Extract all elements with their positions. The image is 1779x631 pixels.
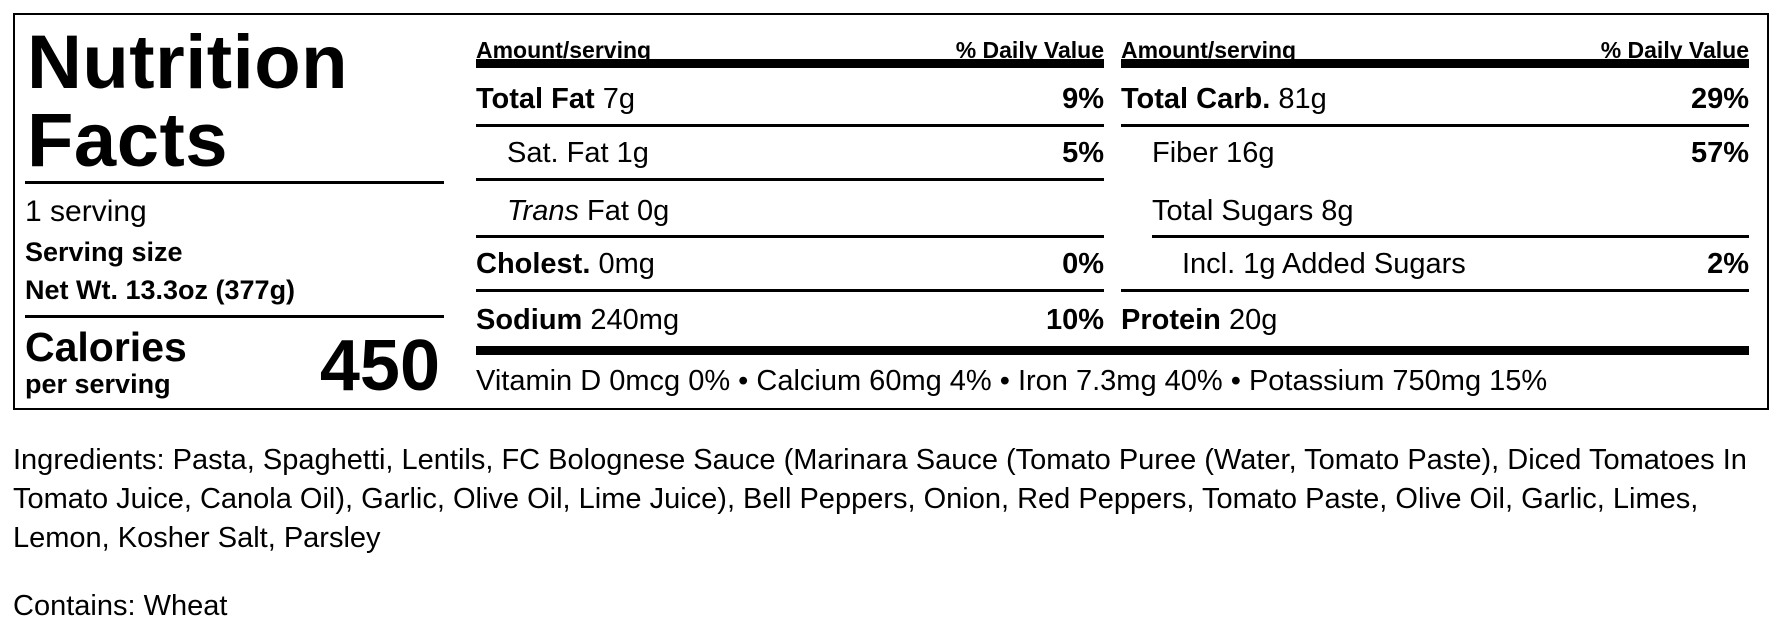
calories-value: 450 <box>319 326 440 406</box>
daily-value-header: % Daily Value <box>955 37 1104 63</box>
nutrient-name: Incl. 1g Added Sugars <box>1182 248 1466 280</box>
row-sat-fat: Sat. Fat 1g 5% <box>476 130 1104 170</box>
nutrient-name: Fiber <box>1152 137 1219 169</box>
row-total-sugars: Total Sugars 8g <box>1121 188 1749 228</box>
row-protein: Protein 20g <box>1121 297 1749 337</box>
title-line-1: Nutrition <box>27 20 349 105</box>
nutrient-amount: 7g <box>602 83 636 115</box>
nutrient-dv: 9% <box>1062 83 1104 115</box>
nutrient-amount: 0g <box>637 195 670 227</box>
nutrient-dv: 2% <box>1707 248 1749 280</box>
nutrition-facts-label: Nutrition Facts 1 serving Serving size N… <box>13 13 1769 410</box>
row-total-fat: Total Fat 7g 9% <box>476 76 1104 116</box>
nutrient-name: Total Carb. <box>1121 83 1271 115</box>
row-added-sugars: Incl. 1g Added Sugars 2% <box>1121 241 1749 281</box>
divider <box>476 124 1104 127</box>
row-cholesterol: Cholest. 0mg 0% <box>476 241 1104 281</box>
nutrient-amount: 0mg <box>598 248 655 280</box>
nutrient-name: Total Sugars <box>1152 195 1314 227</box>
servings-per-container: 1 serving <box>25 195 147 228</box>
nutrient-amount: 240mg <box>590 304 680 336</box>
nutrient-amount: 1g <box>616 137 649 169</box>
divider <box>1121 289 1749 292</box>
row-total-carb: Total Carb. 81g 29% <box>1121 76 1749 116</box>
divider <box>1121 124 1749 127</box>
calories-label: Calories <box>25 324 187 370</box>
row-fiber: Fiber 16g 57% <box>1121 130 1749 170</box>
nutrients-column-left: Amount/serving % Daily Value Total Fat 7… <box>476 15 1104 410</box>
divider <box>476 235 1104 238</box>
divider <box>476 289 1104 292</box>
nutrient-name: Cholest. <box>476 248 591 280</box>
nutrient-amount: 81g <box>1278 83 1327 115</box>
title-line-2: Facts <box>27 98 229 183</box>
nutrient-name: Sat. Fat <box>507 137 609 169</box>
nutrient-dv: 57% <box>1690 137 1749 169</box>
divider <box>25 181 444 184</box>
ingredients: Ingredients: Pasta, Spaghetti, Lentils, … <box>13 444 1747 554</box>
nutrient-amount: 16g <box>1226 137 1275 169</box>
daily-value-header: % Daily Value <box>1600 37 1749 63</box>
column-header: Amount/serving % Daily Value <box>476 37 1104 64</box>
nutrient-name-rest: Fat <box>587 195 629 227</box>
nutrient-dv: 5% <box>1062 137 1104 169</box>
serving-size-value: Net Wt. 13.3oz (377g) <box>25 275 296 305</box>
thick-divider <box>476 346 1749 355</box>
nutrient-dv: 0% <box>1062 248 1104 280</box>
nutrients-column-right: Amount/serving % Daily Value Total Carb.… <box>1121 15 1749 410</box>
row-trans-fat: Trans Fat 0g <box>476 188 1104 228</box>
nutrient-dv: 10% <box>1045 304 1104 336</box>
amount-serving-header: Amount/serving <box>1121 37 1297 63</box>
row-sodium: Sodium 240mg 10% <box>476 297 1104 337</box>
calories-sub-label: per serving <box>25 369 171 399</box>
allergens: Contains: Wheat <box>13 590 228 622</box>
column-header: Amount/serving % Daily Value <box>1121 37 1749 64</box>
divider <box>476 178 1104 181</box>
nutrient-name: Protein <box>1121 304 1221 336</box>
vitamins-minerals: Vitamin D 0mcg 0% • Calcium 60mg 4% • Ir… <box>476 365 1548 397</box>
amount-serving-header: Amount/serving <box>476 37 652 63</box>
serving-size-label: Serving size <box>25 237 183 267</box>
nutrient-amount: 8g <box>1321 195 1354 227</box>
divider <box>25 315 444 318</box>
nutrient-amount: 20g <box>1228 304 1278 336</box>
nutrient-name: Sodium <box>476 304 583 336</box>
thick-divider <box>1121 59 1749 68</box>
thick-divider <box>476 59 1104 68</box>
nutrient-name: Trans <box>507 195 579 227</box>
nutrient-name: Total Fat <box>476 83 595 115</box>
nutrient-dv: 29% <box>1690 83 1749 115</box>
divider <box>1152 235 1749 238</box>
